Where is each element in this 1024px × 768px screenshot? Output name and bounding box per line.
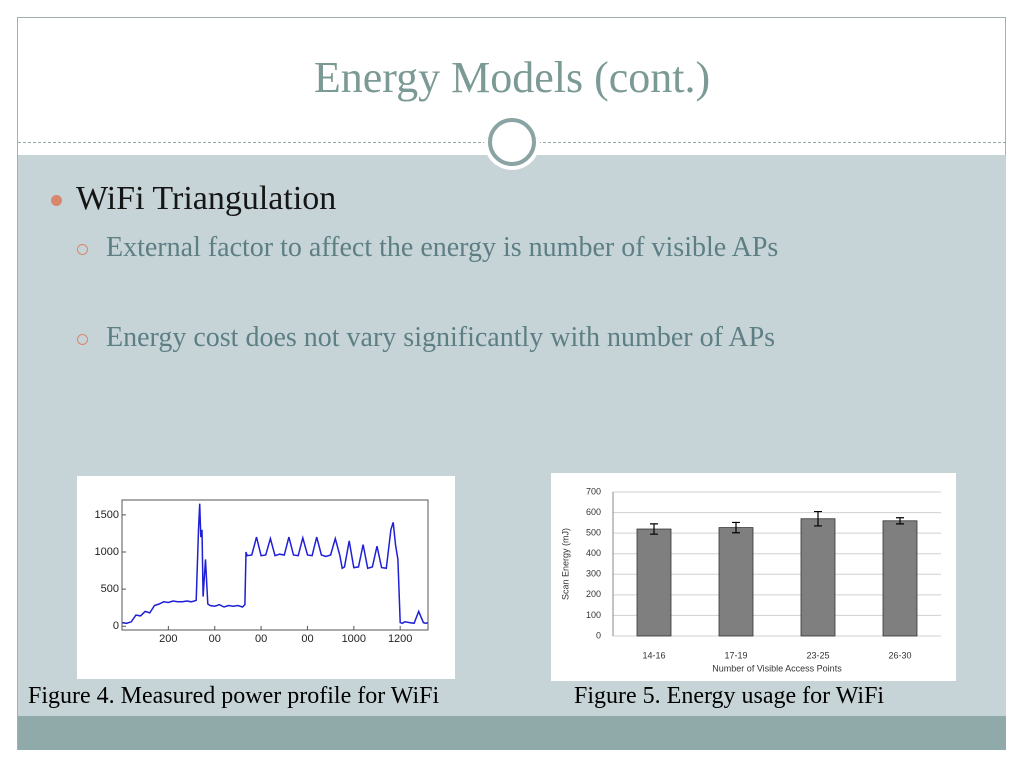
- y-tick-label: 600: [586, 507, 601, 517]
- x-tick-label: 00: [255, 633, 267, 645]
- error-bar: [732, 521, 740, 534]
- y-tick-label: 1500: [95, 509, 119, 521]
- power-line: [121, 503, 429, 625]
- bar: [882, 520, 918, 637]
- x-tick-label: 200: [159, 633, 177, 645]
- slide-title: Energy Models (cont.): [313, 53, 711, 102]
- y-axis-label: Scan Energy (mJ): [560, 528, 570, 600]
- figure-chart: 0 500 1000 1500 200 00 00 00 1000 1200: [77, 476, 455, 679]
- error-bar: [814, 510, 822, 527]
- y-tick-label: 0: [113, 620, 119, 632]
- x-tick-label: 1200: [388, 633, 412, 645]
- figure-caption: Figure 5. Energy usage for WiFi: [574, 683, 885, 709]
- x-tick-label: 23-25: [806, 650, 829, 660]
- bar: [636, 528, 672, 637]
- error-bar: [896, 517, 904, 525]
- sub-bullet-text: External factor to affect the energy is …: [106, 232, 779, 263]
- ornament-ring: [488, 118, 536, 166]
- footer-bar: [18, 716, 1006, 750]
- y-tick-label: 500: [101, 583, 119, 595]
- y-tick-label: 1000: [95, 546, 119, 558]
- y-tick-label: 100: [586, 610, 601, 620]
- x-tick-label: 26-30: [888, 650, 911, 660]
- y-tick-label: 300: [586, 569, 601, 579]
- y-tick-label: 0: [596, 630, 601, 640]
- x-tick-label: 17-19: [724, 650, 747, 660]
- x-tick-label: 14-16: [642, 650, 665, 660]
- bullet-dot: [51, 195, 62, 206]
- x-tick-label: 00: [301, 633, 313, 645]
- sub-bullet-text: Energy cost does not vary significantly …: [106, 322, 776, 353]
- plot-frame: [121, 499, 429, 631]
- error-bar: [650, 523, 658, 535]
- sub-bullet-dot: [77, 334, 88, 345]
- y-tick-label: 500: [586, 528, 601, 538]
- x-axis-label: Number of Visible Access Points: [712, 663, 842, 673]
- figure-caption: Figure 4. Measured power profile for WiF…: [28, 683, 440, 709]
- sub-bullet-dot: [77, 244, 88, 255]
- bullet-text: WiFi Triangulation: [76, 180, 337, 217]
- y-tick-label: 700: [586, 486, 601, 496]
- x-tick-label: 00: [209, 633, 221, 645]
- figure-chart: 0 100 200 300 400 500 600 700 14-16 17-19 23-25 26-…: [551, 473, 956, 681]
- x-tick-label: 1000: [342, 633, 366, 645]
- bar: [800, 518, 836, 637]
- bar: [718, 527, 754, 637]
- header-ornament: [484, 114, 540, 170]
- y-tick-label: 200: [586, 589, 601, 599]
- y-tick-label: 400: [586, 548, 601, 558]
